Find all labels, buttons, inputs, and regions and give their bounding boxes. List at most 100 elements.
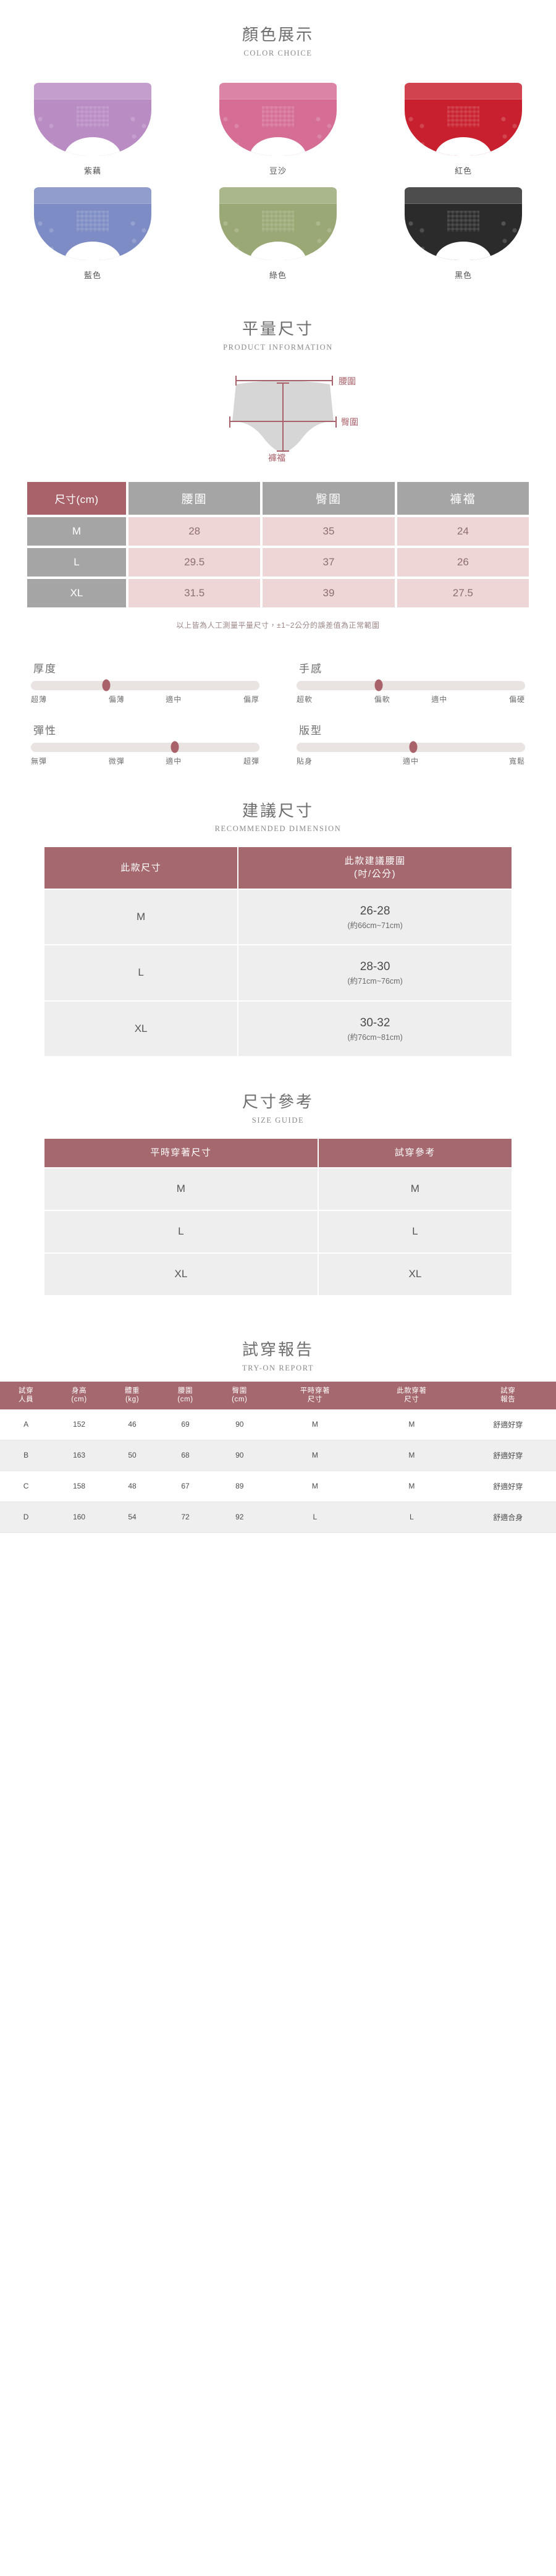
slider-track[interactable] bbox=[297, 741, 525, 753]
measure-cell: 27.5 bbox=[397, 578, 529, 607]
tryon-header-line2: 人員 bbox=[19, 1396, 34, 1404]
attribute-sliders-row-1: 厚度 超薄 偏薄 適中 偏厚 手感 超軟 偏軟 適中 偏硬 bbox=[31, 655, 525, 704]
table-row: A 152 46 69 90 M M 舒適好穿 bbox=[0, 1409, 556, 1440]
tryon-report-cell: 舒適好穿 bbox=[460, 1409, 556, 1440]
tryon-header-cell: 身高 (cm) bbox=[52, 1382, 106, 1409]
color-option[interactable]: 綠色 bbox=[185, 180, 371, 284]
tryon-report-cell: 舒適好穿 bbox=[460, 1440, 556, 1471]
table-row: XL XL bbox=[43, 1252, 513, 1297]
tryon-header-line2: 尺寸 bbox=[307, 1396, 322, 1404]
slider-knob[interactable] bbox=[409, 741, 418, 753]
recommend-waist-inch: 28-30 bbox=[360, 960, 390, 974]
flat-measurement-table: 尺寸(cm) 腰圍 臀圍 褲襠 M 28 35 24 L 29.5 37 26 XL 31.5 39 27.… bbox=[25, 479, 531, 610]
color-swatch-image[interactable] bbox=[371, 75, 556, 156]
slider-knob[interactable] bbox=[171, 741, 179, 753]
tryon-height-cell: 163 bbox=[52, 1440, 106, 1471]
tryon-hip-cell: 90 bbox=[212, 1409, 267, 1440]
slider-tick-label: 無彈 bbox=[31, 756, 48, 766]
attribute-slider[interactable]: 彈性 無彈 微彈 適中 超彈 bbox=[31, 717, 259, 766]
table-row: L 29.5 37 26 bbox=[27, 547, 529, 576]
slider-track[interactable] bbox=[297, 679, 525, 691]
slider-tick-label: 適中 bbox=[402, 756, 419, 766]
tryon-person-cell: B bbox=[0, 1440, 53, 1471]
size-guide-header-usual: 平時穿著尺寸 bbox=[43, 1138, 319, 1169]
tryon-header-line1: 體重 bbox=[124, 1387, 140, 1395]
attribute-slider[interactable]: 版型 貼身 適中 寬鬆 bbox=[297, 717, 525, 766]
slider-title: 厚度 bbox=[33, 662, 57, 675]
table-header-row: 尺寸(cm) 腰圍 臀圍 褲襠 bbox=[27, 481, 529, 515]
section-title-en: PRODUCT INFORMATION bbox=[223, 342, 333, 352]
recommend-waist-cell: 26-28 (約66cm~71cm) bbox=[237, 888, 513, 946]
slider-tick-label: 適中 bbox=[166, 756, 182, 766]
slider-labels: 超薄 偏薄 適中 偏厚 bbox=[31, 694, 259, 704]
tryon-hip-cell: 90 bbox=[212, 1440, 267, 1471]
size-cell: L bbox=[27, 547, 126, 576]
slider-tick-label: 貼身 bbox=[297, 756, 313, 766]
tryon-hip-cell: 89 bbox=[212, 1471, 267, 1502]
color-swatch-image[interactable] bbox=[371, 180, 556, 260]
tryon-header-cell: 此款穿著 尺寸 bbox=[363, 1382, 460, 1409]
color-option[interactable]: 紅色 bbox=[371, 75, 556, 180]
table-row: C 158 48 67 89 M M 舒適好穿 bbox=[0, 1471, 556, 1502]
size-guide-table: 平時穿著尺寸 試穿參考 M M L L XL XL bbox=[43, 1138, 513, 1297]
section-heading-color: 顏色展示 COLOR CHOICE bbox=[0, 25, 556, 58]
tryon-person-cell: D bbox=[0, 1501, 53, 1533]
section-title-en: TRY-ON REPORT bbox=[242, 1364, 314, 1373]
tryon-header-cell: 體重 (kg) bbox=[106, 1382, 159, 1409]
crotch-label: 褲襠 bbox=[268, 453, 285, 462]
tryon-header-line2: (cm) bbox=[71, 1396, 87, 1404]
tryon-height-cell: 152 bbox=[52, 1409, 106, 1440]
recommend-waist-cm: (約66cm~71cm) bbox=[347, 921, 403, 930]
size-guide-ref-cell: XL bbox=[317, 1252, 513, 1297]
tryon-waist-cell: 67 bbox=[158, 1471, 213, 1502]
tryon-weight-cell: 48 bbox=[106, 1471, 159, 1502]
section-title-zh: 尺寸參考 bbox=[242, 1092, 314, 1112]
measure-cell: 39 bbox=[263, 578, 395, 607]
color-option[interactable]: 黑色 bbox=[371, 180, 556, 284]
slider-labels: 無彈 微彈 適中 超彈 bbox=[31, 756, 259, 766]
tryon-height-cell: 158 bbox=[52, 1471, 106, 1502]
slider-tick-label: 偏硬 bbox=[508, 695, 525, 704]
slider-labels: 貼身 適中 寬鬆 bbox=[297, 756, 525, 766]
slider-tick-label: 偏厚 bbox=[243, 695, 259, 704]
section-title-zh: 建議尺寸 bbox=[242, 801, 314, 820]
section-title-zh: 顏色展示 bbox=[242, 25, 314, 44]
color-option[interactable]: 紫藕 bbox=[0, 75, 185, 180]
slider-track[interactable] bbox=[31, 741, 259, 753]
color-grid: 紫藕 豆沙 紅色藍色 綠色 黑色 bbox=[0, 75, 556, 284]
product-detail-page: 顏色展示 COLOR CHOICE 紫藕 豆沙 紅色 藍色 綠色 黑色 平量尺寸 PROD… bbox=[0, 0, 556, 1545]
tryon-report-table: 試穿 人員 身高 (cm) 體重 (kg) 腰圍 (cm) 臀圍 (cm) 平時穿著 尺寸 此款穿著 尺寸… bbox=[0, 1382, 556, 1533]
color-option[interactable]: 藍色 bbox=[0, 180, 185, 284]
color-swatch-image[interactable] bbox=[185, 75, 371, 156]
recommend-header-waist-line1: 此款建議腰圍 bbox=[344, 856, 406, 867]
tryon-header-line1: 平時穿著 bbox=[300, 1387, 331, 1395]
attribute-slider[interactable]: 手感 超軟 偏軟 適中 偏硬 bbox=[297, 655, 525, 704]
color-label: 藍色 bbox=[83, 270, 101, 280]
slider-track[interactable] bbox=[31, 679, 259, 691]
table-row: M 26-28 (約66cm~71cm) bbox=[43, 888, 513, 946]
slider-tick-label: 適中 bbox=[431, 695, 448, 704]
table-row: XL 31.5 39 27.5 bbox=[27, 578, 529, 607]
table-row: D 160 54 72 92 L L 舒適合身 bbox=[0, 1501, 556, 1533]
slider-labels: 超軟 偏軟 適中 偏硬 bbox=[297, 694, 525, 704]
slider-tick-label: 微彈 bbox=[108, 756, 125, 766]
tryon-header-cell: 腰圍 (cm) bbox=[158, 1382, 213, 1409]
recommend-waist-cell: 28-30 (約71cm~76cm) bbox=[237, 944, 513, 1002]
color-swatch-image[interactable] bbox=[185, 180, 371, 260]
color-option[interactable]: 豆沙 bbox=[185, 75, 371, 180]
tryon-waist-cell: 72 bbox=[158, 1501, 213, 1533]
color-swatch-image[interactable] bbox=[0, 75, 185, 156]
tryon-usual-size-cell: M bbox=[266, 1440, 364, 1471]
tryon-header-cell: 試穿 人員 bbox=[0, 1382, 53, 1409]
tryon-report-cell: 舒適合身 bbox=[460, 1501, 556, 1533]
section-heading-recommend: 建議尺寸 RECOMMENDED DIMENSION bbox=[0, 801, 556, 834]
tryon-waist-cell: 69 bbox=[158, 1409, 213, 1440]
slider-knob[interactable] bbox=[374, 679, 383, 691]
color-swatch-image[interactable] bbox=[0, 180, 185, 260]
recommend-size-cell: XL bbox=[43, 1000, 239, 1058]
slider-knob[interactable] bbox=[102, 679, 111, 691]
attribute-slider[interactable]: 厚度超薄 偏薄 適中 偏厚 bbox=[31, 655, 259, 704]
tryon-usual-size-cell: L bbox=[266, 1501, 364, 1533]
table-row: L 28-30 (約71cm~76cm) bbox=[43, 944, 513, 1002]
